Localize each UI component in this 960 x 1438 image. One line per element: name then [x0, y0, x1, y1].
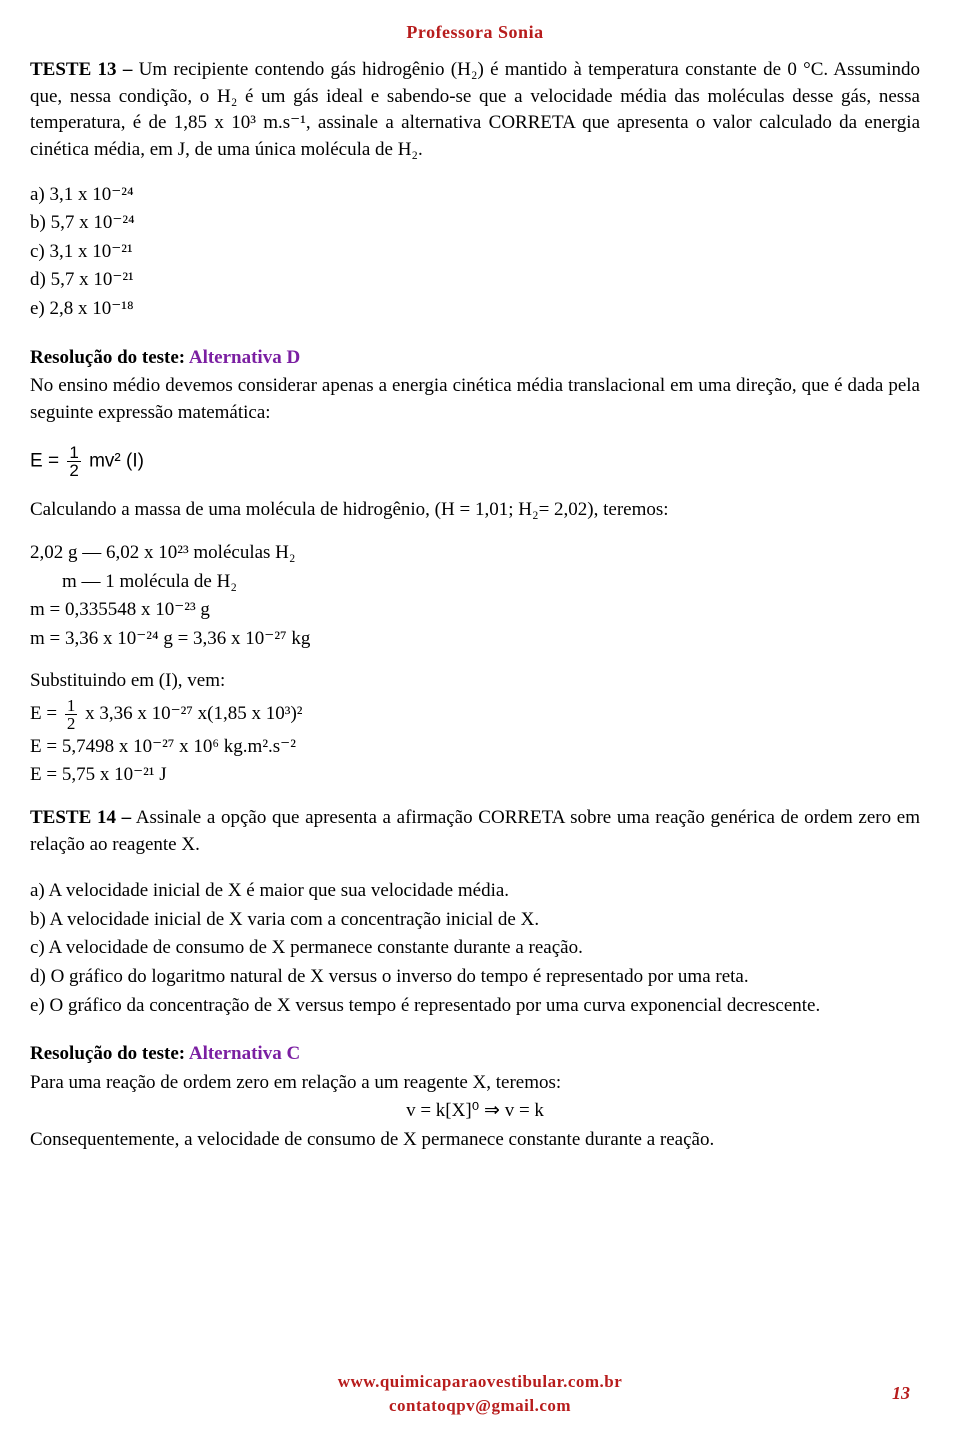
- teste14-label: TESTE 14 –: [30, 807, 131, 828]
- formula-eq: =: [48, 451, 59, 472]
- calc-line-4: m = 3,36 x 10⁻²⁴ g = 3,36 x 10⁻²⁷ kg: [30, 626, 920, 653]
- resolution13-prefix: Resolução do teste:: [30, 347, 189, 368]
- sub-pre: E =: [30, 703, 62, 724]
- teste13-options: a) 3,1 x 10⁻²⁴ b) 5,7 x 10⁻²⁴ c) 3,1 x 1…: [30, 182, 920, 323]
- option-c: c) 3,1 x 10⁻²¹: [30, 239, 920, 266]
- sub-post: x 3,36 x 10⁻²⁷ x(1,85 x 10³)²: [80, 703, 302, 724]
- teste13-text: Um recipiente contendo gás hidrogênio (H…: [30, 59, 920, 160]
- calc-mass-intro: Calculando a massa de uma molécula de hi…: [30, 497, 920, 524]
- footer-email: contatoqpv@gmail.com: [0, 1394, 960, 1418]
- option-b: b) 5,7 x 10⁻²⁴: [30, 210, 920, 237]
- substitution-line-3: E = 5,75 x 10⁻²¹ J: [30, 762, 920, 789]
- teste13-question: TESTE 13 – Um recipiente contendo gás hi…: [30, 57, 920, 163]
- resolution14-text2: Consequentemente, a velocidade de consum…: [30, 1127, 920, 1154]
- calc-line-2: m — 1 molécula de H₂: [30, 569, 920, 596]
- page-number: 13: [892, 1381, 910, 1406]
- calc-line-3: m = 0,335548 x 10⁻²³ g: [30, 597, 920, 624]
- option-d: d) 5,7 x 10⁻²¹: [30, 267, 920, 294]
- option-e: e) 2,8 x 10⁻¹⁸: [30, 296, 920, 323]
- page-footer: www.quimicaparaovestibular.com.br contat…: [0, 1370, 960, 1418]
- resolution13-text1: No ensino médio devemos considerar apena…: [30, 373, 920, 426]
- calc-line-1: 2,02 g — 6,02 x 10²³ moléculas H₂: [30, 540, 920, 567]
- formula-E: E: [30, 451, 43, 472]
- sub-frac: 12: [65, 697, 78, 732]
- formula-mv: mv² (I): [89, 451, 144, 472]
- footer-url: www.quimicaparaovestibular.com.br: [0, 1370, 960, 1394]
- option14-c: c) A velocidade de consumo de X permanec…: [30, 935, 920, 962]
- teste14-options: a) A velocidade inicial de X é maior que…: [30, 878, 920, 1019]
- resolution14-alt: Alternativa C: [189, 1043, 300, 1064]
- substitution-intro: Substituindo em (I), vem:: [30, 668, 920, 695]
- option-a: a) 3,1 x 10⁻²⁴: [30, 182, 920, 209]
- substitution-line-1: E = 12 x 3,36 x 10⁻²⁷ x(1,85 x 10³)²: [30, 697, 920, 732]
- option14-b: b) A velocidade inicial de X varia com a…: [30, 907, 920, 934]
- formula-kinetic-energy: E = 1 2 mv² (I): [30, 444, 920, 479]
- formula-frac: 1 2: [67, 444, 80, 479]
- frac-num: 1: [67, 444, 80, 462]
- option14-d: d) O gráfico do logaritmo natural de X v…: [30, 964, 920, 991]
- resolution14-text1: Para uma reação de ordem zero em relação…: [30, 1070, 920, 1097]
- resolution14-title: Resolução do teste: Alternativa C: [30, 1041, 920, 1068]
- teste13-label: TESTE 13 –: [30, 59, 132, 80]
- teste14-text: Assinale a opção que apresenta a afirmaç…: [30, 807, 920, 855]
- resolution13-alt: Alternativa D: [189, 347, 300, 368]
- substitution-line-2: E = 5,7498 x 10⁻²⁷ x 10⁶ kg.m².s⁻²: [30, 734, 920, 761]
- resolution14-prefix: Resolução do teste:: [30, 1043, 189, 1064]
- page-header: Professora Sonia: [30, 20, 920, 45]
- sub-frac-den: 2: [65, 715, 78, 732]
- resolution14-eq: v = k[X]⁰ ⇒ v = k: [30, 1098, 920, 1125]
- frac-den: 2: [67, 462, 80, 479]
- option14-a: a) A velocidade inicial de X é maior que…: [30, 878, 920, 905]
- teste14-question: TESTE 14 – Assinale a opção que apresent…: [30, 805, 920, 858]
- option14-e: e) O gráfico da concentração de X versus…: [30, 993, 920, 1020]
- sub-frac-num: 1: [65, 697, 78, 715]
- resolution13-title: Resolução do teste: Alternativa D: [30, 345, 920, 372]
